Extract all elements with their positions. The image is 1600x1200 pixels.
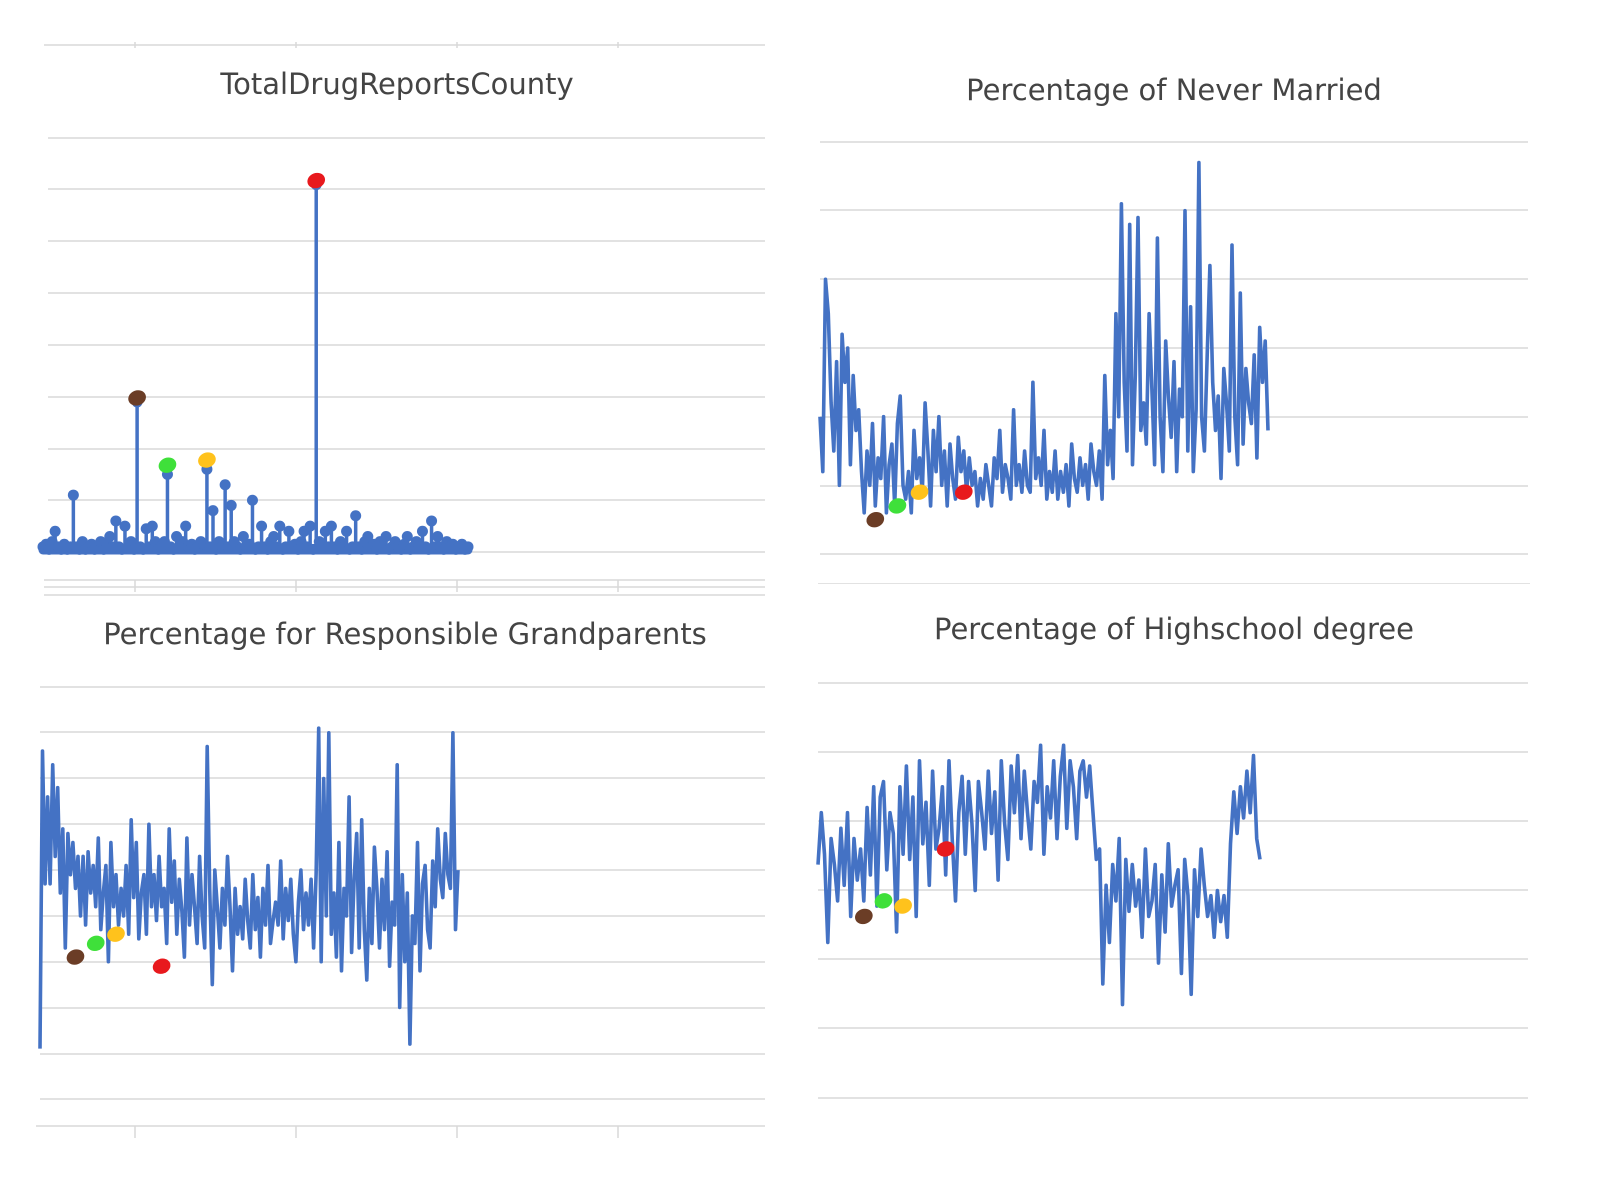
green-marker [86, 935, 105, 952]
chart-panel-highschool: Percentage of Highschool degree [816, 610, 1530, 1165]
red-marker [954, 484, 973, 500]
data-point [225, 499, 237, 511]
red-marker [152, 958, 171, 974]
never-married-chart-svg [818, 141, 1528, 555]
grandparents-chart-svg [36, 686, 765, 1138]
brown-marker [128, 390, 146, 406]
data-point [256, 520, 268, 532]
data-point [67, 489, 79, 501]
data-point [110, 515, 122, 527]
data-point [237, 530, 249, 542]
panel-divider [818, 583, 1530, 584]
red-marker [307, 172, 326, 189]
chart-panel-never-married: Percentage of Never Married [818, 40, 1530, 580]
data-point [416, 525, 428, 537]
yellow-marker [198, 452, 216, 468]
data-point [49, 525, 61, 537]
brown-marker [854, 908, 873, 925]
series-line [38, 726, 460, 1049]
data-point [268, 530, 280, 542]
chart-title: Percentage of Never Married [966, 73, 1382, 107]
yellow-marker [910, 484, 929, 500]
data-point [325, 520, 337, 532]
data-point [104, 530, 116, 542]
data-point [432, 530, 444, 542]
chart-panel-drug-reports: TotalDrugReportsCounty [37, 40, 770, 605]
data-point [246, 494, 258, 506]
green-marker [874, 893, 893, 909]
data-point [426, 515, 438, 527]
data-point [341, 525, 353, 537]
red-marker [936, 841, 955, 857]
data-point [207, 505, 219, 517]
chart-title: Percentage for Responsible Grandparents [103, 617, 707, 651]
green-marker [888, 498, 907, 514]
data-point [462, 541, 474, 553]
data-point [283, 525, 295, 537]
data-point [401, 530, 413, 542]
drug-reports-chart-svg [37, 42, 765, 596]
highschool-chart-svg [816, 682, 1528, 1099]
data-point [119, 520, 131, 532]
chart-title: TotalDrugReportsCounty [220, 67, 574, 101]
data-point [362, 530, 374, 542]
chart-title: Percentage of Highschool degree [933, 612, 1414, 646]
brown-marker [66, 949, 85, 965]
yellow-marker [107, 926, 125, 942]
data-point [274, 520, 286, 532]
data-point [180, 520, 192, 532]
green-marker [158, 457, 177, 473]
data-point [219, 479, 231, 491]
data-point [350, 510, 362, 522]
data-point [146, 520, 158, 532]
brown-marker [866, 511, 885, 528]
data-point [304, 520, 316, 532]
series-line [816, 743, 1262, 1007]
series-line [818, 160, 1270, 515]
chart-panel-grandparents: Percentage for Responsible Grandparents [36, 610, 770, 1165]
data-point [380, 530, 392, 542]
yellow-marker [894, 898, 912, 914]
